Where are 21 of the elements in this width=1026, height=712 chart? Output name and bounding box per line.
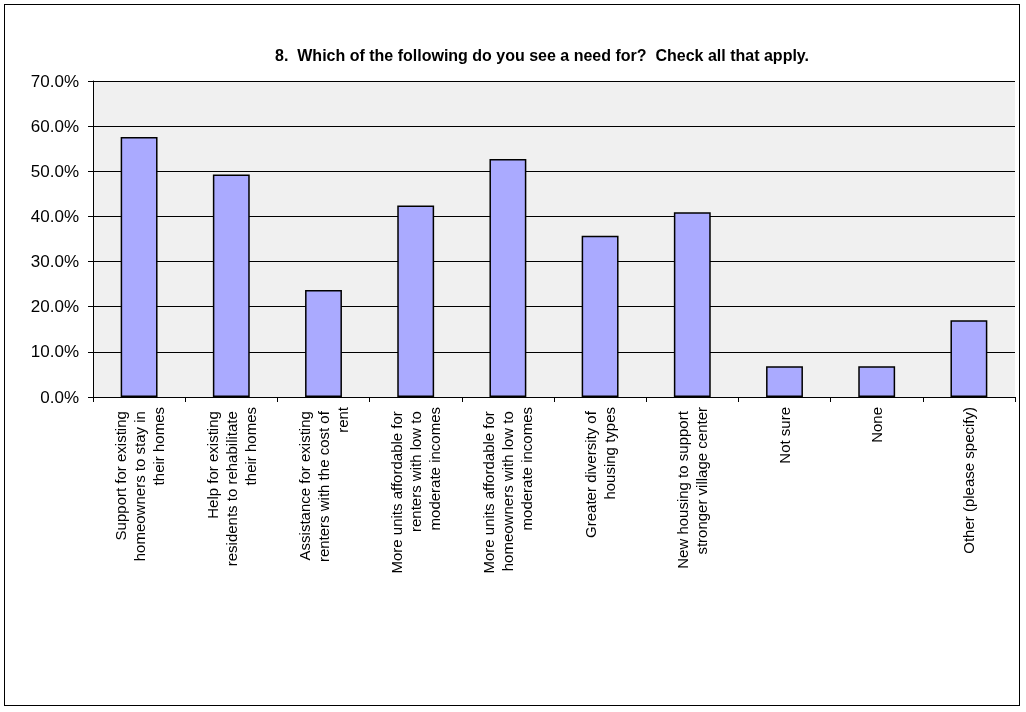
x-tick-label: More units affordable for homeowners with low to moderate incomes <box>480 407 536 574</box>
x-tick-label: Greater diversity of housing types <box>582 407 619 538</box>
chart-title: 8. Which of the following do you see a need for? Check all that apply. <box>275 46 809 64</box>
y-tick-label: 20.0% <box>30 297 79 317</box>
bar <box>858 366 896 397</box>
x-tick-label: Help for existing residents to rehabilitate their homes <box>203 407 259 567</box>
y-tick-label: 40.0% <box>30 206 79 226</box>
x-tick-label: More units affordable for renters with low to moderate incomes <box>388 407 444 574</box>
y-tick-label: 60.0% <box>30 116 79 136</box>
y-tick-label: 0.0% <box>40 387 79 407</box>
y-tick-label: 70.0% <box>30 71 79 91</box>
x-tick-label: Support for existing homeowners to stay in their homes <box>111 407 167 562</box>
x-tick-label: Other (please specify) <box>960 407 978 554</box>
x-tick-label: Assistance for existing renters with the cost of rent <box>296 406 351 563</box>
x-tick-label: New housing to support stronger village center <box>674 407 711 569</box>
y-tick-label: 30.0% <box>30 252 79 272</box>
x-tick-label: None <box>868 407 886 443</box>
x-tick-label: Not sure <box>776 407 793 464</box>
y-tick-label: 50.0% <box>30 161 79 181</box>
y-tick-label: 10.0% <box>30 342 79 362</box>
bar <box>766 366 803 397</box>
